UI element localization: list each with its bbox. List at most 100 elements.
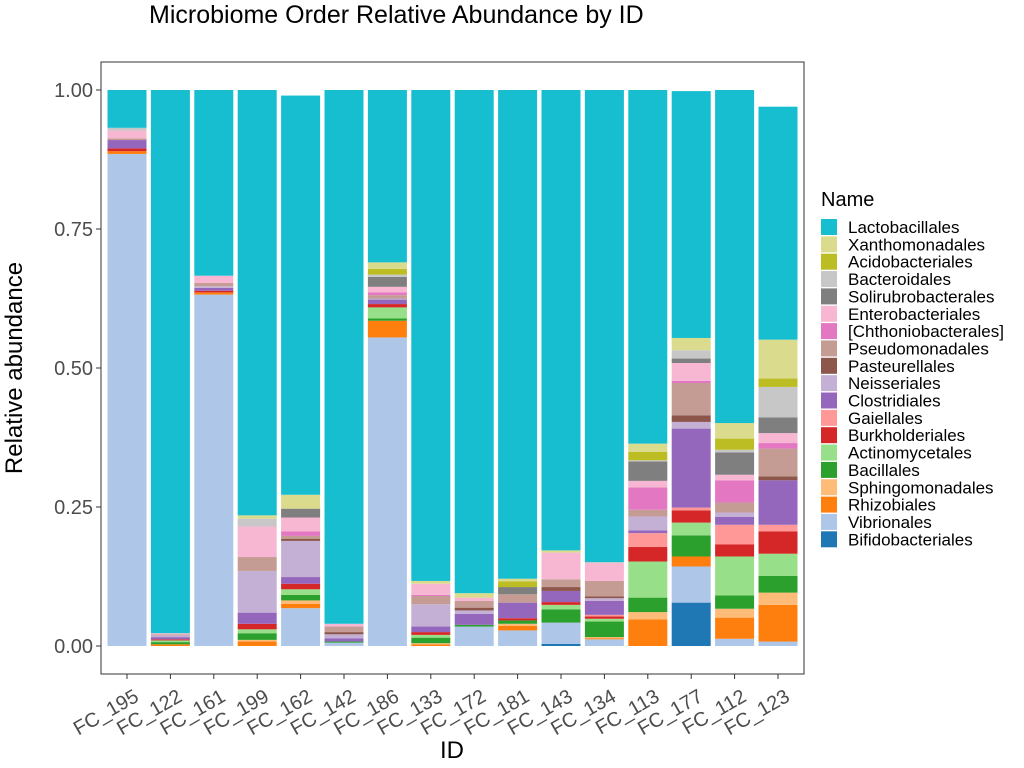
legend-key: [821, 513, 837, 530]
bar-segment-FC_133-Clostridiales: [411, 626, 451, 633]
bar-segment-FC_113-Gaiellales: [628, 533, 668, 548]
bar-segment-FC_186-Solirubrobacterales: [367, 276, 407, 287]
bar-segment-FC_112-Sphingomonadales: [715, 608, 755, 618]
bar-segment-FC_199-Bacillales: [237, 633, 277, 640]
bar-segment-FC_186-Chthoniobacterales: [367, 292, 407, 296]
legend-label: Bacteroidales: [848, 270, 951, 289]
bar-segment-FC_172-Vibrionales: [454, 626, 494, 646]
legend-label: Actinomycetales: [848, 444, 972, 463]
bar-segment-FC_113-Chthoniobacterales: [628, 487, 668, 510]
bar-segment-FC_172-Lactobacillales: [454, 90, 494, 594]
bar-segment-FC_181-Clostridiales: [498, 602, 538, 619]
bar-segment-FC_195-Bacteroidales: [107, 127, 147, 131]
bar-segment-FC_122-Lactobacillales: [150, 90, 190, 634]
bar-segment-FC_186-Lactobacillales: [367, 90, 407, 263]
bar-segment-FC_122-Enterobacteriales: [150, 633, 190, 635]
bar-segment-FC_113-Clostridiales: [628, 530, 668, 534]
bar-segment-FC_162-Burkholderiales: [281, 583, 321, 590]
bar-segment-FC_123-Vibrionales: [758, 641, 798, 646]
bar-segment-FC_186-Bacillales: [367, 318, 407, 321]
bar-segment-FC_112-Solirubrobacterales: [715, 452, 755, 475]
bar-segment-FC_162-Chthoniobacterales: [281, 531, 321, 536]
bar-segment-FC_177-Xanthomonadales: [671, 337, 711, 351]
bar-segment-FC_113-Bacteroidales: [628, 460, 668, 462]
bar-segment-FC_112-Gaiellales: [715, 524, 755, 545]
bars-group: [107, 90, 798, 646]
legend-key: [821, 531, 837, 548]
bar-segment-FC_142-Enterobacteriales: [324, 623, 364, 627]
bar-segment-FC_142-Lactobacillales: [324, 90, 364, 624]
bar-segment-FC_199-Rhizobiales: [237, 641, 277, 646]
bar-segment-FC_134-Pseudomonadales: [584, 580, 624, 597]
legend-label: Acidobacteriales: [848, 253, 973, 272]
legend-key: [821, 357, 837, 374]
x-axis: FC_195FC_122FC_161FC_199FC_162FC_142FC_1…: [70, 674, 794, 740]
y-tick-label: 0.25: [54, 497, 93, 519]
bar-segment-FC_172-Bacillales: [454, 624, 494, 627]
bar-segment-FC_133-Actinomycetales: [411, 634, 451, 638]
bar-segment-FC_195-Clostridiales: [107, 140, 147, 149]
bar-segment-FC_143-Clostridiales: [541, 590, 581, 603]
bar-segment-FC_199-Actinomycetales: [237, 629, 277, 634]
bar-segment-FC_142-Neisseriales: [324, 634, 364, 639]
bar-segment-FC_195-Enterobacteriales: [107, 130, 147, 139]
bar-segment-FC_177-Pasteurellales: [671, 415, 711, 422]
legend-key: [821, 236, 837, 253]
bar-segment-FC_172-Neisseriales: [454, 610, 494, 614]
legend-key: [821, 253, 837, 270]
bar-segment-FC_122-Rhizobiales: [150, 644, 190, 646]
legend-label: Pseudomonadales: [848, 339, 989, 358]
bar-segment-FC_112-Bacillales: [715, 595, 755, 609]
bar-segment-FC_112-Actinomycetales: [715, 556, 755, 596]
bar-segment-FC_162-Sphingomonadales: [281, 600, 321, 604]
bar-segment-FC_186-Xanthomonadales: [367, 262, 407, 270]
bar-segment-FC_199-Burkholderiales: [237, 623, 277, 630]
legend-key: [821, 305, 837, 322]
bar-segment-FC_123-Acidobacteriales: [758, 378, 798, 387]
bar-segment-FC_133-Burkholderiales: [411, 632, 451, 635]
bar-segment-FC_199-Bacteroidales: [237, 518, 277, 527]
bar-segment-FC_134-Bacillales: [584, 621, 624, 638]
bar-segment-FC_186-Burkholderiales: [367, 304, 407, 308]
bar-segment-FC_122-Bacillales: [150, 642, 190, 645]
bar-segment-FC_161-Rhizobiales: [194, 292, 234, 295]
bar-segment-FC_162-Lactobacillales: [281, 95, 321, 495]
bar-segment-FC_172-Pasteurellales: [454, 607, 494, 611]
bar-segment-FC_186-Pseudomonadales: [367, 295, 407, 299]
bar-segment-FC_177-Lactobacillales: [671, 91, 711, 338]
bar-segment-FC_112-Vibrionales: [715, 638, 755, 646]
bar-segment-FC_122-Pseudomonadales: [150, 634, 190, 636]
bar-segment-FC_112-Xanthomonadales: [715, 423, 755, 439]
bar-segment-FC_195-Pseudomonadales: [107, 138, 147, 141]
bar-segment-FC_134-Lactobacillales: [584, 90, 624, 563]
bar-segment-FC_133-Rhizobiales: [411, 644, 451, 646]
bar-segment-FC_112-Rhizobiales: [715, 617, 755, 639]
bar-segment-FC_143-Lactobacillales: [541, 90, 581, 551]
bar-segment-FC_181-Acidobacteriales: [498, 581, 538, 588]
bar-segment-FC_162-Solirubrobacterales: [281, 508, 321, 518]
bar-segment-FC_177-Gaiellales: [671, 507, 711, 511]
bar-segment-FC_133-Bacillales: [411, 637, 451, 644]
legend-label: Clostridiales: [848, 392, 941, 411]
bar-segment-FC_161-Enterobacteriales: [194, 275, 234, 283]
bar-segment-FC_123-Chthoniobacterales: [758, 443, 798, 449]
bar-segment-FC_195-Lactobacillales: [107, 90, 147, 128]
bar-segment-FC_195-Rhizobiales: [107, 151, 147, 154]
bar-segment-FC_172-Pseudomonadales: [454, 600, 494, 608]
bar-segment-FC_112-Burkholderiales: [715, 544, 755, 557]
bar-segment-FC_143-Enterobacteriales: [541, 552, 581, 580]
bar-segment-FC_162-Actinomycetales: [281, 589, 321, 595]
bar-segment-FC_181-Vibrionales: [498, 630, 538, 646]
bar-segment-FC_123-Sphingomonadales: [758, 592, 798, 605]
bar-segment-FC_142-Bacillales: [324, 641, 364, 643]
legend-label: Bacillales: [848, 461, 920, 480]
y-tick-label: 0.00: [54, 636, 93, 658]
bar-segment-FC_123-Solirubrobacterales: [758, 417, 798, 434]
bar-segment-FC_177-Bacillales: [671, 535, 711, 557]
bar-segment-FC_123-Bacteroidales: [758, 386, 798, 418]
legend-label: Pasteurellales: [848, 357, 955, 376]
bar-segment-FC_113-Enterobacteriales: [628, 480, 668, 488]
legend-label: [Chthoniobacterales]: [848, 322, 1004, 341]
bar-segment-FC_133-Sphingomonadales: [411, 643, 451, 645]
legend-label: Lactobacillales: [848, 218, 960, 237]
